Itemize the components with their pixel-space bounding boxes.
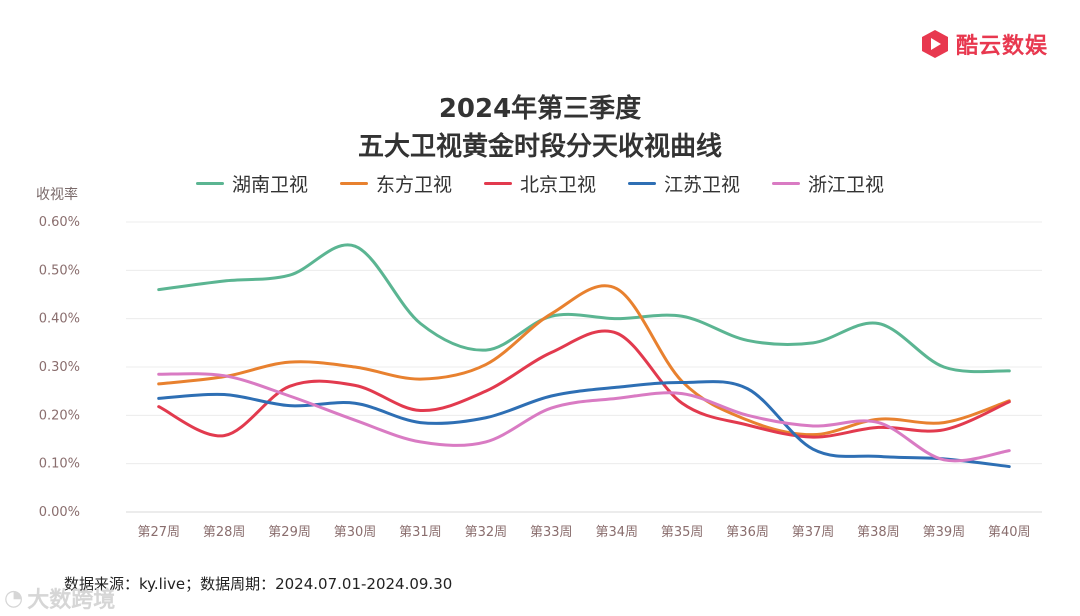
legend-swatch [628,182,656,185]
x-tick-label: 第30周 [334,525,377,540]
chart-legend: 湖南卫视 东方卫视 北京卫视 江苏卫视 浙江卫视 [0,170,1080,197]
x-tick-label: 第33周 [530,525,573,540]
y-tick-label: 0.10% [39,457,80,472]
watermark: ◔ 大数跨境 [4,582,115,614]
y-tick-label: 0.40% [39,312,80,327]
x-tick-label: 第28周 [203,525,246,540]
x-tick-label: 第32周 [465,525,508,540]
y-tick-label: 0.20% [39,408,80,423]
x-tick-label: 第39周 [923,525,966,540]
x-tick-label: 第40周 [988,525,1031,540]
data-source-note: 数据来源：ky.live；数据周期：2024.07.01-2024.09.30 [64,575,453,593]
series-line-4 [157,372,1011,463]
series-line-2 [157,329,1011,439]
chart-subtitle: 五大卫视黄金时段分天收视曲线 [357,132,722,162]
x-tick-label: 第31周 [399,525,442,540]
watermark-text: 大数跨境 [27,588,116,613]
brand-logo: 酷云数娱 [920,28,1048,60]
chart-title: 2024年第三季度 [438,94,642,124]
legend-swatch [339,182,368,185]
legend-item-2: 北京卫视 [483,170,596,197]
legend-item-0: 湖南卫视 [195,170,308,197]
legend-label: 东方卫视 [375,174,452,196]
legend-item-1: 东方卫视 [339,170,452,197]
legend-item-4: 浙江卫视 [772,170,884,197]
series-line-0 [157,243,1011,374]
legend-label: 浙江卫视 [808,174,885,196]
y-tick-label: 0.30% [39,360,80,375]
legend-item-3: 江苏卫视 [628,170,740,197]
watermark-icon: ◔ [4,585,24,611]
legend-label: 北京卫视 [519,174,596,196]
series-line-1 [157,284,1011,437]
brand-name: 酷云数娱 [955,34,1048,59]
y-tick-label: 0.60% [39,215,80,230]
x-tick-label: 第38周 [857,525,900,540]
legend-swatch [195,182,224,185]
x-tick-label: 第29周 [268,525,311,540]
series-line-3 [157,380,1011,469]
x-tick-label: 第35周 [661,525,704,540]
x-tick-label: 第34周 [595,525,638,540]
legend-label: 湖南卫视 [231,174,308,196]
y-tick-label: 0.50% [39,263,80,278]
legend-label: 江苏卫视 [664,174,741,196]
y-axis-label: 收视率 [36,187,78,203]
x-tick-label: 第36周 [726,525,769,540]
x-tick-label: 第27周 [137,525,180,540]
x-tick-label: 第37周 [792,525,835,540]
y-tick-label: 0.00% [39,505,80,520]
brand-icon [921,30,948,58]
legend-swatch [483,182,512,185]
legend-swatch [772,182,801,185]
